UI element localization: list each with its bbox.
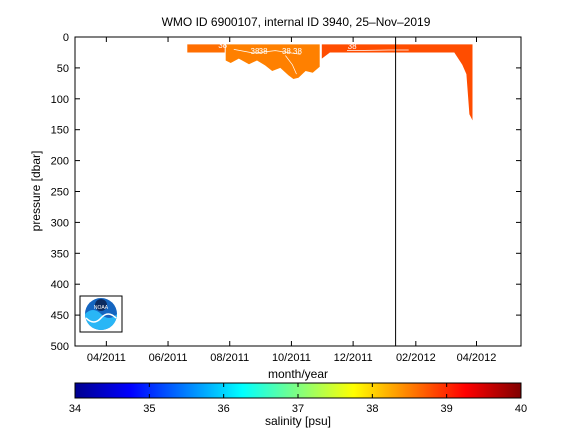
colorbar-tick-label: 36: [218, 403, 230, 415]
plot-area: [75, 37, 521, 346]
y-tick-label: 50: [57, 63, 69, 75]
contour-label-1: 38: [218, 41, 227, 50]
colorbar-tick-label: 40: [515, 403, 527, 415]
contour-line-2: [285, 55, 297, 75]
salinity-data-layer: [187, 44, 473, 121]
contour-label-6: 38: [348, 42, 357, 51]
x-axis-label: month/year: [268, 367, 328, 381]
salinity-section-3: [321, 44, 473, 121]
y-tick-label: 400: [51, 279, 69, 291]
contour-lines: [233, 49, 409, 75]
colorbar-tick-label: 37: [292, 403, 304, 415]
contour-label-2: 38: [251, 47, 260, 56]
y-tick-label: 200: [51, 156, 69, 168]
colorbar-tick-label: 35: [143, 403, 155, 415]
noaa-logo: NOAA: [79, 295, 123, 333]
y-tick-label: 300: [51, 217, 69, 229]
colorbar-label: salinity [psu]: [265, 414, 331, 428]
contour-label-4: 38: [282, 47, 291, 56]
y-tick-label: 100: [51, 94, 69, 106]
contour-line-3: [346, 49, 409, 51]
colorbar-ticks: 34 35 36 37 38 39 40: [69, 383, 527, 415]
salinity-section-1: [187, 44, 225, 53]
y-tick-label: 450: [51, 310, 69, 322]
x-tick-label: 08/2011: [210, 352, 249, 364]
y-axis: 0 50 100 150 200 250 300 350 400 450 500: [51, 32, 521, 353]
x-tick-label: 10/2011: [272, 352, 311, 364]
x-axis: 04/2011 06/2011 08/2011 10/2011 12/2011 02/20…: [87, 37, 497, 364]
x-tick-label: 04/2011: [87, 352, 126, 364]
y-tick-label: 250: [51, 187, 69, 199]
y-tick-label: 350: [51, 248, 69, 260]
x-tick-label: 06/2011: [149, 352, 188, 364]
colorbar-tick-label: 39: [441, 403, 453, 415]
contour-label-3: 38: [259, 47, 268, 56]
salinity-section-2: [225, 44, 320, 79]
chart-title: WMO ID 6900107, internal ID 3940, 25–Nov…: [162, 15, 431, 29]
colorbar-tick-label: 38: [366, 403, 378, 415]
y-tick-label: 0: [63, 32, 69, 44]
contour-label-5: 38: [293, 47, 302, 56]
x-tick-label: 04/2012: [457, 352, 497, 364]
x-tick-label: 12/2011: [334, 352, 373, 364]
contour-line-1: [233, 49, 301, 55]
y-axis-label: pressure [dbar]: [29, 151, 43, 232]
noaa-logo-text: NOAA: [94, 305, 109, 311]
y-tick-label: 500: [51, 341, 69, 353]
colorbar-tick-label: 34: [69, 403, 81, 415]
x-tick-label: 02/2012: [396, 352, 436, 364]
y-tick-label: 150: [51, 125, 69, 137]
